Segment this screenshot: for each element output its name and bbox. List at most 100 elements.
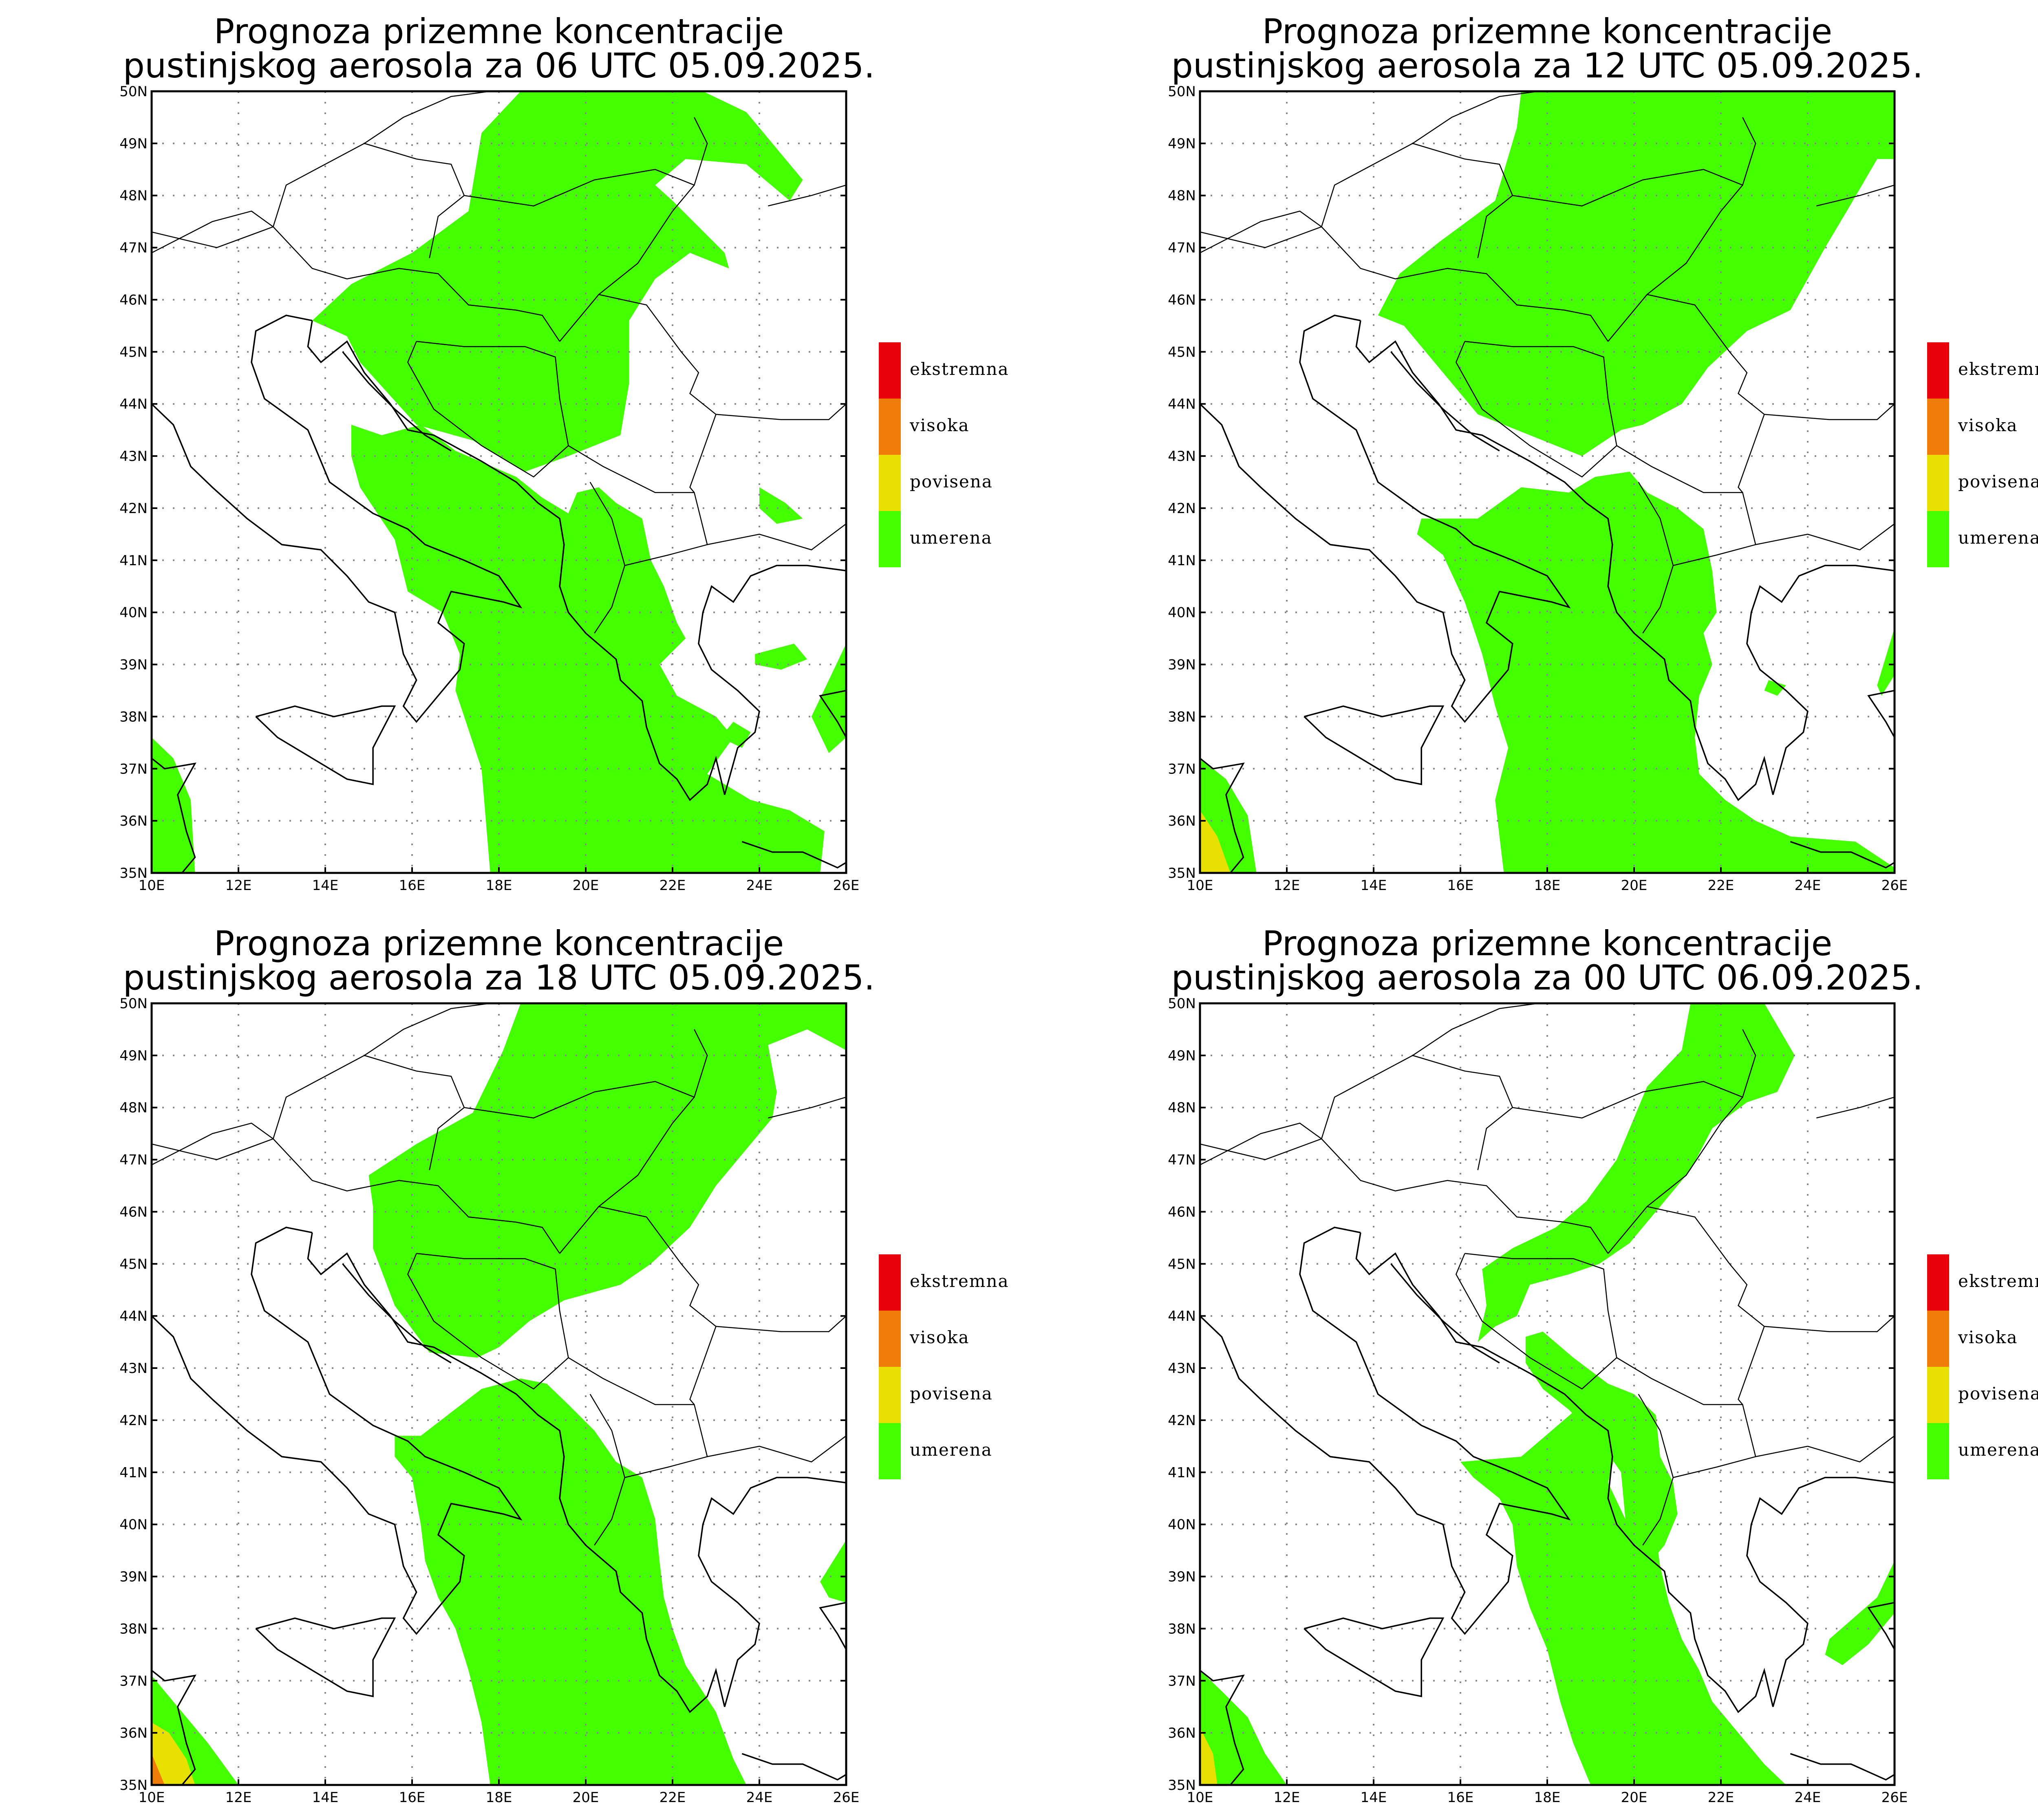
country-border [1642,1477,1674,1546]
country-border [407,1253,569,1390]
country-border [273,1055,465,1170]
plume-umerena-3-1 [368,1003,846,1358]
coastline [1200,1226,1571,1635]
country-border [689,414,717,493]
country-border [464,1029,708,1119]
legend-label-visoka: visoka [909,1327,970,1347]
legend-swatch-visoka [1927,1311,1949,1367]
legend-label-povisena: povisena [910,1384,993,1404]
lat-label: 35N [1168,865,1196,881]
plume-umerena-4-2 [1460,1404,1786,1785]
lat-label: 45N [1168,1256,1196,1272]
legend-swatch-visoka [879,1311,901,1367]
country-border [1512,117,1756,207]
legend-swatch-umerena [1927,511,1949,567]
coastline [1790,841,1895,869]
lat-label: 36N [1168,1725,1196,1741]
lat-label: 42N [1168,1412,1196,1429]
legend: ekstremna visoka povisena umerena [879,1254,1009,1479]
panel-title-line1: Prognoza prizemne koncentracije [214,11,784,51]
lat-label: 44N [1168,1308,1196,1324]
country-border [1816,1097,1895,1119]
legend-swatch-povisena [879,455,901,511]
country-border [594,565,625,634]
lat-label: 37N [119,761,148,777]
legend-label-ekstremna: ekstremna [1958,359,2038,379]
lat-label: 48N [1168,1100,1196,1116]
coastline [741,1753,846,1781]
plume-umerena-1-2 [351,425,825,873]
lat-label: 42N [119,500,148,517]
country-border [1455,1253,1617,1390]
lat-label: 39N [119,657,148,673]
coastline [152,1226,523,1635]
lat-label: 36N [1168,813,1196,829]
legend-label-ekstremna: ekstremna [910,1271,1009,1291]
lon-label: 26E [833,877,860,894]
coastline [819,690,846,738]
lat-label: 39N [119,1569,148,1585]
lon-label: 12E [1274,1789,1300,1806]
lat-label: 41N [119,1465,148,1481]
legend-label-umerena: umerena [1958,1440,2038,1460]
lat-label: 41N [1168,553,1196,569]
coastline [1355,320,1895,801]
country-border [364,1003,490,1056]
country-border [273,143,465,258]
plume-visoka-3-5 [152,1754,165,1785]
lon-label: 24E [746,1789,773,1806]
country-border [1200,226,1609,342]
lat-label: 38N [119,1621,148,1637]
lon-label: 26E [1881,1789,1908,1806]
lon-label: 26E [833,1789,860,1806]
coastline [342,1263,452,1364]
lat-label: 50N [1168,84,1196,100]
plume-umerena-1-4 [755,643,807,670]
legend-swatch-visoka [1927,399,1949,455]
lon-label: 14E [1361,877,1387,894]
panel-title-line2: pustinjskog aerosola za 12 UTC 05.09.202… [1171,46,1923,86]
country-border [1642,565,1674,634]
lon-label: 20E [1621,1789,1648,1806]
lat-label: 40N [119,605,148,621]
lat-label: 40N [119,1517,148,1533]
coastline [1304,705,1445,785]
coastline [1304,1617,1445,1697]
lat-label: 46N [119,1204,148,1220]
panel-title-line2: pustinjskog aerosola za 00 UTC 06.09.202… [1171,958,1923,998]
coastline [1390,1263,1500,1364]
lat-label: 42N [119,1412,148,1429]
lat-label: 50N [1168,996,1196,1012]
country-border [1412,1003,1539,1056]
lat-label: 43N [1168,448,1196,465]
lat-label: 41N [119,553,148,569]
coastline [255,1617,396,1697]
plume-umerena-1-3 [152,737,195,873]
coastline [307,1232,846,1713]
coastline [1200,314,1571,723]
lat-label: 48N [119,188,148,204]
country-border [707,523,846,551]
country-border [1755,523,1895,551]
coastline [152,1670,196,1785]
legend-label-povisena: povisena [910,472,993,491]
lat-label: 41N [1168,1465,1196,1481]
lat-label: 49N [119,1048,148,1064]
coastline [1200,1670,1245,1785]
plume-umerena-4-3 [1525,1331,1678,1561]
lat-label: 35N [1168,1777,1196,1794]
lat-label: 45N [119,344,148,360]
lon-label: 14E [312,877,339,894]
lat-label: 40N [1168,1517,1196,1533]
plume-povisena-2-4 [1200,810,1231,873]
country-border [364,91,490,144]
country-border [1608,185,1743,342]
country-border [152,1138,560,1254]
lat-label: 49N [119,136,148,152]
lat-label: 43N [1168,1360,1196,1377]
lat-label: 36N [119,1725,148,1741]
map-panel-1: 50N 49N 48N 47N 46N 45N 44N 43N 42N 41N 40N 39N 38N 3… [119,11,1008,894]
legend-swatch-ekstremna [879,1254,901,1311]
country-border [1200,1138,1609,1254]
